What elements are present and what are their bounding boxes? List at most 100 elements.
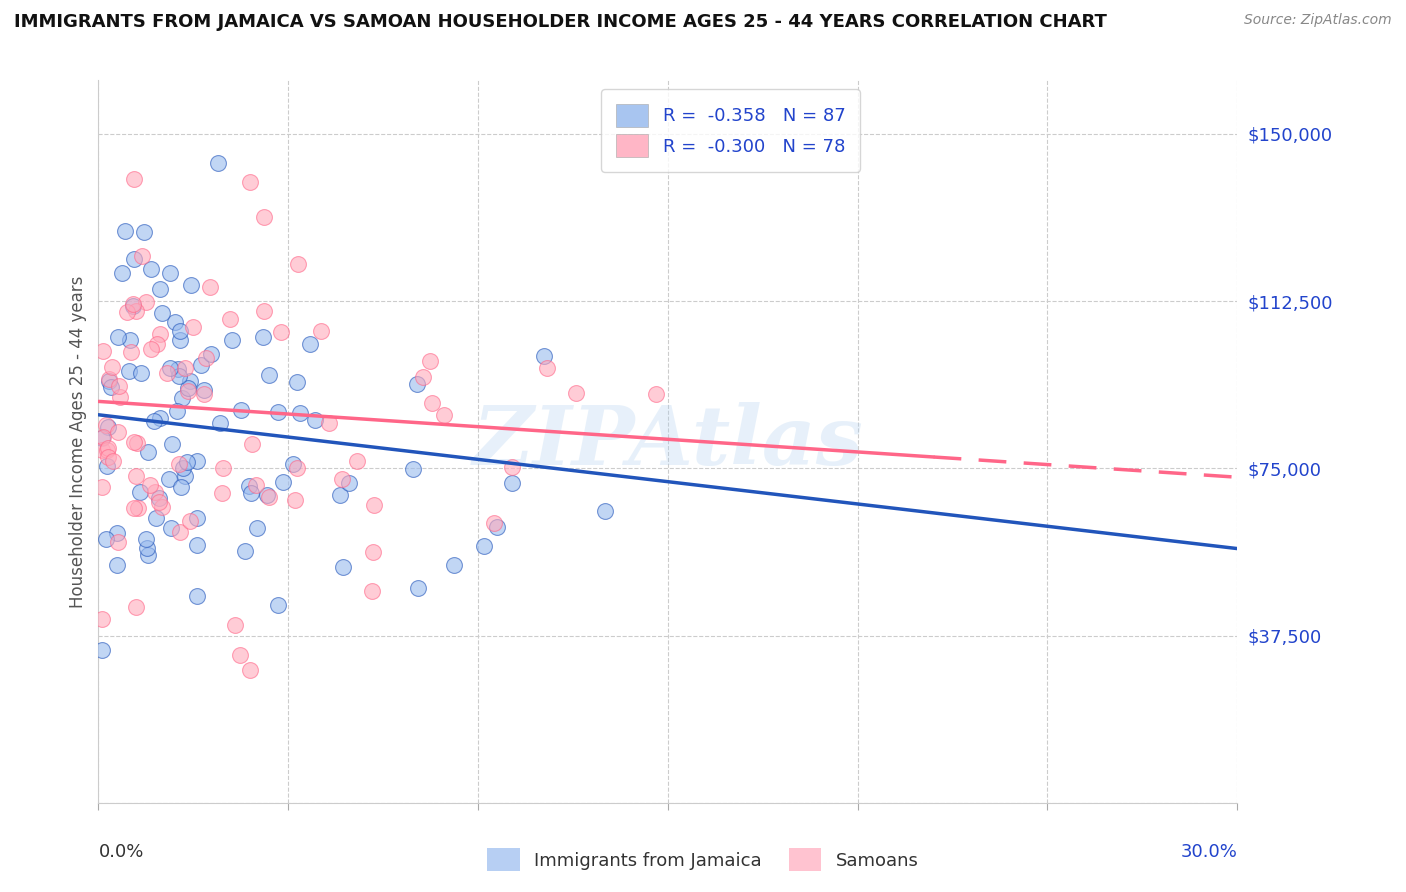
Point [304,413,326,427]
Point [124,434,146,449]
Point [139,342,162,356]
Point [256,488,278,502]
Point [172,391,194,405]
Point [107,329,129,343]
Point [149,282,172,296]
Point [107,425,129,439]
Point [252,329,274,343]
Point [257,490,280,504]
Point [125,304,148,318]
Point [190,358,212,372]
Point [139,262,162,277]
Point [285,461,308,475]
Point [146,337,169,351]
Point [136,541,159,555]
Point [501,459,523,474]
Point [165,314,187,328]
Point [91,611,114,625]
Point [170,479,193,493]
Point [186,511,208,525]
Point [125,599,148,614]
Point [159,266,181,280]
Point [200,347,222,361]
Point [91,443,114,458]
Point [167,361,190,376]
Point [207,155,229,169]
Point [131,366,153,380]
Point [97,441,120,455]
Point [169,524,191,539]
Point [209,416,232,430]
Text: 30.0%: 30.0% [1181,843,1237,861]
Point [173,468,195,483]
Point [91,344,114,359]
Point [149,327,172,342]
Point [121,297,143,311]
Point [127,435,149,450]
Point [101,359,124,374]
Point [149,411,172,425]
Point [159,361,181,376]
Point [420,396,443,410]
Point [536,361,558,376]
Point [186,453,208,467]
Point [138,548,160,562]
Point [97,420,120,434]
Point [174,361,197,376]
Point [238,479,260,493]
Point [166,404,188,418]
Point [91,431,114,445]
Point [181,320,204,334]
Point [267,405,290,419]
Legend: R =  -0.358   N = 87, R =  -0.300   N = 78: R = -0.358 N = 87, R = -0.300 N = 78 [602,89,860,172]
Point [501,475,523,490]
Point [105,558,128,573]
Point [94,532,117,546]
Point [271,475,294,489]
Point [330,471,353,485]
Point [134,294,156,309]
Point [107,534,129,549]
Point [114,224,136,238]
Point [179,374,201,388]
Point [150,500,173,515]
Point [239,176,262,190]
Point [148,491,170,506]
Point [287,257,309,271]
Point [212,461,235,475]
Point [122,500,145,515]
Point [309,324,332,338]
Point [91,643,114,657]
Point [229,648,252,662]
Point [329,488,352,502]
Point [136,445,159,459]
Point [96,418,118,433]
Point [162,437,184,451]
Point [257,368,280,383]
Point [111,266,134,280]
Point [118,364,141,378]
Text: IMMIGRANTS FROM JAMAICA VS SAMOAN HOUSEHOLDER INCOME AGES 25 - 44 YEARS CORRELAT: IMMIGRANTS FROM JAMAICA VS SAMOAN HOUSEH… [14,13,1107,31]
Point [97,372,120,386]
Point [186,589,208,603]
Point [131,249,153,263]
Point [120,344,142,359]
Point [412,370,434,384]
Point [406,376,429,391]
Point [229,403,252,417]
Point [245,478,267,492]
Point [179,514,201,528]
Point [91,480,114,494]
Point [193,383,215,397]
Point [132,225,155,239]
Point [337,476,360,491]
Point [363,498,385,512]
Point [288,407,311,421]
Point [361,584,384,599]
Point [443,558,465,573]
Point [108,378,131,392]
Point [120,334,142,348]
Point [148,495,170,509]
Point [177,381,200,395]
Point [284,493,307,508]
